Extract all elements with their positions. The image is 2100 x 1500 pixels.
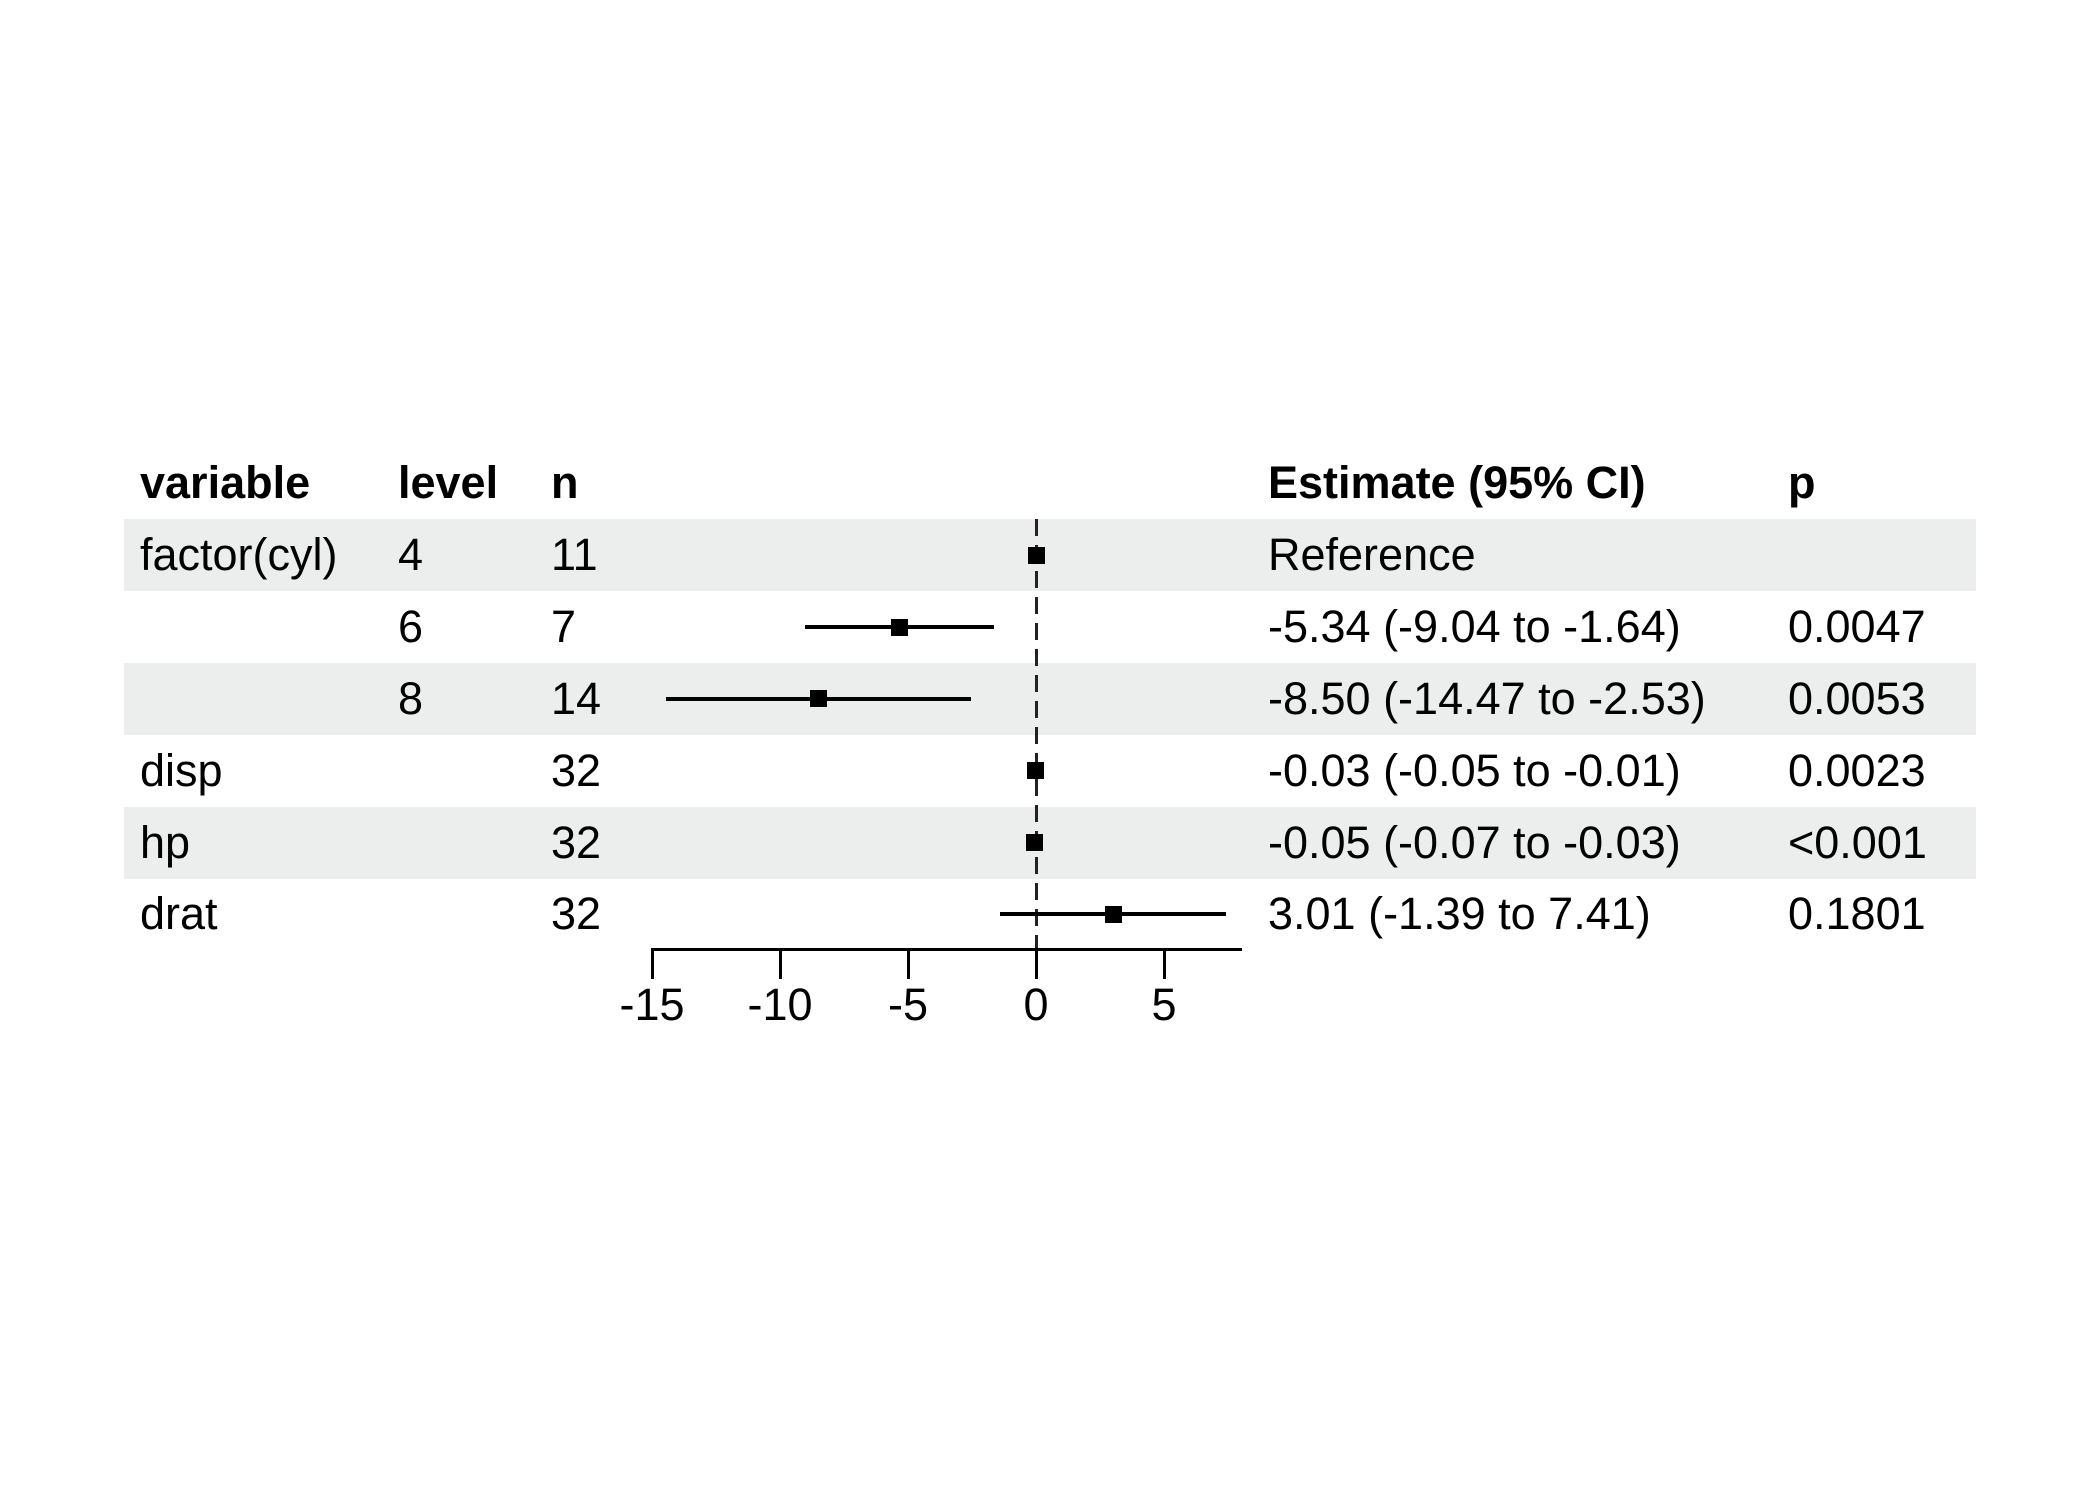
table-row: 8 14 -8.50 (-14.47 to -2.53) 0.0053 [0, 662, 2100, 735]
table-row: factor(cyl) 4 11 Reference [0, 519, 2100, 592]
cell-n: 11 [551, 529, 598, 581]
x-axis-tick [1034, 948, 1038, 979]
cell-estimate: Reference [1268, 529, 1476, 581]
row-shading [124, 519, 1976, 592]
x-axis-tick-label: -10 [747, 979, 813, 1030]
cell-p: <0.001 [1788, 816, 1927, 868]
cell-n: 32 [551, 888, 602, 940]
cell-level: 4 [398, 529, 424, 581]
x-axis-tick-label: -5 [887, 979, 928, 1030]
estimate-point-marker [1104, 905, 1122, 923]
cell-estimate: -5.34 (-9.04 to -1.64) [1268, 601, 1681, 653]
estimate-point-marker [890, 618, 908, 636]
table-row: 6 7 -5.34 (-9.04 to -1.64) 0.0047 [0, 591, 2100, 663]
cell-variable: disp [140, 744, 223, 796]
reference-point-marker [1027, 546, 1045, 564]
x-axis-line [652, 948, 1242, 951]
column-header-estimate: Estimate (95% CI) [1268, 457, 1646, 508]
cell-n: 14 [551, 672, 602, 724]
table-row: hp 32 -0.05 (-0.07 to -0.03) <0.001 [0, 806, 2100, 879]
row-shading [124, 806, 1976, 879]
x-axis-tick [1162, 948, 1166, 979]
cell-p: 0.0023 [1788, 744, 1926, 796]
table-row: drat 32 3.01 (-1.39 to 7.41) 0.1801 [0, 878, 2100, 950]
estimate-point-marker [1026, 833, 1044, 851]
cell-variable: drat [140, 888, 218, 940]
cell-p: 0.0053 [1788, 672, 1926, 724]
cell-n: 32 [551, 816, 602, 868]
cell-p: 0.0047 [1788, 601, 1926, 653]
estimate-point-marker [1026, 762, 1044, 780]
cell-variable: factor(cyl) [140, 529, 338, 581]
column-header-p: p [1788, 457, 1816, 508]
column-header-level: level [398, 457, 499, 508]
x-axis-tick [778, 948, 782, 979]
x-axis-tick-label: -15 [619, 979, 685, 1030]
cell-estimate: -0.05 (-0.07 to -0.03) [1268, 816, 1681, 868]
column-header-n: n [551, 457, 579, 508]
cell-n: 7 [551, 601, 577, 653]
column-header-variable: variable [140, 457, 311, 508]
estimate-point-marker [809, 690, 827, 708]
x-axis-tick [906, 948, 910, 979]
x-axis-tick-label: 5 [1151, 979, 1177, 1030]
x-axis-tick [650, 948, 654, 979]
cell-p: 0.1801 [1788, 888, 1926, 940]
cell-variable: hp [140, 816, 191, 868]
table-header-row: variable level n Estimate (95% CI) p [0, 447, 2100, 519]
cell-estimate: -8.50 (-14.47 to -2.53) [1268, 672, 1706, 724]
table-row: disp 32 -0.03 (-0.05 to -0.01) 0.0023 [0, 735, 2100, 807]
cell-n: 32 [551, 744, 602, 796]
cell-level: 6 [398, 601, 424, 653]
cell-level: 8 [398, 672, 424, 724]
cell-estimate: 3.01 (-1.39 to 7.41) [1268, 888, 1651, 940]
row-shading [124, 662, 1976, 735]
x-axis-tick-label: 0 [1023, 979, 1049, 1030]
cell-estimate: -0.03 (-0.05 to -0.01) [1268, 744, 1681, 796]
zero-reference-line [1034, 519, 1038, 948]
